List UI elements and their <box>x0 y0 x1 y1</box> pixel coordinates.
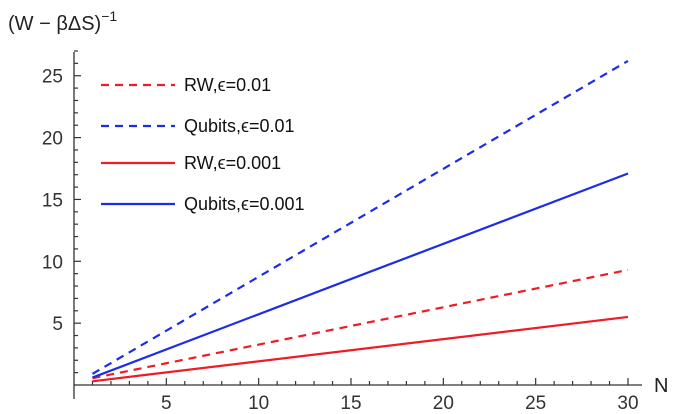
series-line-qubits-0-001 <box>92 172 629 379</box>
x-tick-label: 15 <box>340 393 361 414</box>
series-line-rw-0-001 <box>92 315 629 383</box>
y-tick-label: 20 <box>42 129 63 150</box>
axes <box>73 52 642 399</box>
y-ticks: 5 10 15 20 25 <box>42 50 81 374</box>
x-tick-label: 25 <box>525 393 546 414</box>
y-tick-label: 5 <box>52 314 63 335</box>
x-tick-label: 20 <box>433 393 454 414</box>
x-tick-label: 10 <box>248 393 269 414</box>
series-line-qubits-0-01 <box>91 59 629 375</box>
legend-label: RW,ϵ=0.001 <box>184 153 281 173</box>
series-lines <box>91 59 629 383</box>
x-axis-title: N <box>654 375 668 397</box>
y-axis-title: (W − βΔS)−1 <box>8 8 117 35</box>
legend-label: Qubits,ϵ=0.01 <box>184 116 295 136</box>
x-tick-label: 30 <box>617 393 638 414</box>
y-tick-label: 10 <box>42 252 63 273</box>
legend: RW,ϵ=0.01 Qubits,ϵ=0.01 RW,ϵ=0.001 Qubits,ϵ… <box>101 75 305 214</box>
y-tick-label: 15 <box>42 190 63 211</box>
y-axis-title-base: (W − βΔS) <box>8 13 101 35</box>
x-ticks: 5 10 15 20 25 30 <box>91 378 639 414</box>
series-line-rw-0-01 <box>92 268 629 380</box>
legend-label: RW,ϵ=0.01 <box>184 75 271 95</box>
x-tick-label: 5 <box>161 393 172 414</box>
y-tick-label: 25 <box>42 67 63 88</box>
legend-label: Qubits,ϵ=0.001 <box>184 194 305 214</box>
y-axis-title-exponent: −1 <box>101 8 117 24</box>
